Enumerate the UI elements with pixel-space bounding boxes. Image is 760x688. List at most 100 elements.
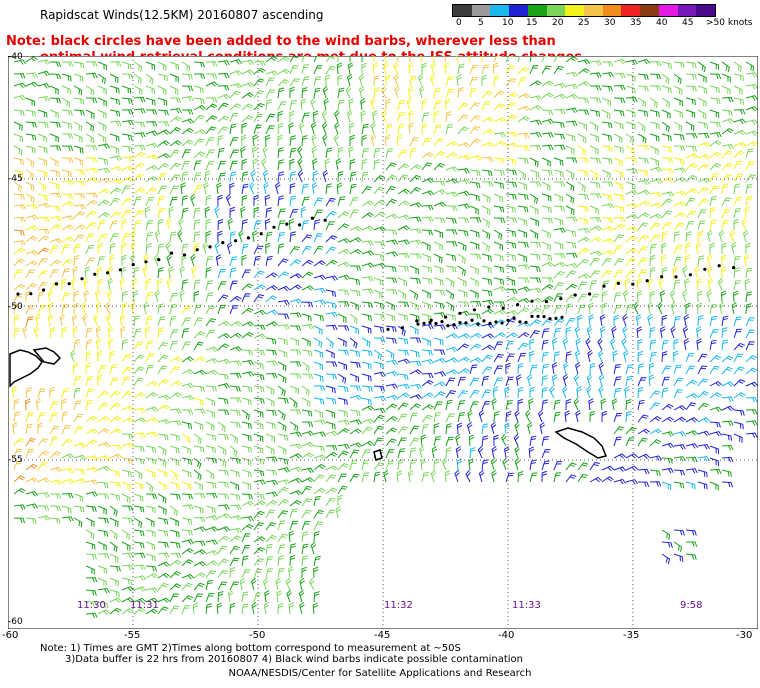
wind-barb — [241, 409, 250, 421]
wind-barb — [277, 337, 288, 346]
contamination-circle — [482, 319, 486, 323]
wind-barb — [709, 85, 721, 94]
wind-barb — [121, 607, 134, 615]
wind-barb — [517, 307, 530, 315]
wind-barb — [217, 218, 224, 231]
wind-barb — [181, 305, 192, 315]
wind-barb — [25, 477, 39, 483]
wind-barb — [625, 398, 632, 411]
wind-barb — [297, 157, 303, 171]
wind-barb — [733, 353, 744, 363]
wind-barb — [397, 349, 409, 356]
wind-barb — [181, 139, 194, 147]
wind-barb — [13, 475, 26, 483]
wind-barb — [661, 210, 673, 219]
wind-barb — [661, 198, 673, 207]
wind-barb — [205, 469, 215, 480]
wind-barb — [685, 481, 696, 490]
wind-barb — [229, 332, 242, 339]
wind-barb — [731, 302, 738, 315]
wind-barb — [121, 119, 134, 126]
wind-barb — [457, 253, 467, 264]
wind-barb — [445, 217, 457, 224]
wind-barb — [361, 440, 374, 447]
wind-barb — [721, 396, 734, 402]
wind-barb — [277, 159, 284, 171]
wind-barb — [313, 397, 325, 405]
wind-barb — [564, 410, 570, 423]
wind-barb — [709, 140, 722, 147]
wind-barb — [599, 326, 606, 339]
wind-barb — [61, 468, 74, 474]
wind-barb — [469, 265, 479, 275]
wind-barb — [457, 126, 469, 135]
wind-barb — [193, 516, 206, 523]
wind-barb — [181, 394, 195, 401]
wind-barb — [541, 157, 551, 167]
wind-barb — [565, 157, 578, 163]
wind-barb — [421, 423, 429, 435]
legend-swatch — [696, 5, 716, 16]
contamination-circle — [400, 326, 404, 330]
wind-barb — [289, 349, 302, 355]
wind-barb — [433, 100, 442, 111]
wind-barb — [229, 103, 242, 111]
wind-barb — [613, 169, 624, 178]
wind-barb — [313, 555, 321, 567]
wind-barb — [169, 231, 177, 243]
wind-barb — [621, 337, 627, 351]
wind-barb — [265, 321, 279, 327]
wind-barb — [289, 443, 302, 450]
wind-barb — [697, 443, 710, 450]
wind-barb — [252, 134, 258, 147]
wind-barb — [154, 229, 161, 243]
wind-barb — [13, 73, 26, 79]
wind-barb — [661, 351, 668, 363]
wind-barb — [421, 253, 432, 263]
wind-barb — [553, 270, 566, 279]
wind-barb — [673, 73, 682, 85]
wind-barb — [649, 145, 659, 155]
wind-barb — [469, 289, 479, 299]
wind-barb — [265, 543, 273, 555]
legend-label: 20 — [552, 18, 564, 28]
wind-barb — [625, 257, 636, 267]
wind-barb — [193, 85, 204, 94]
wind-barb — [109, 350, 115, 363]
wind-barb — [73, 73, 84, 82]
wind-barb — [709, 61, 720, 71]
wind-barb — [649, 133, 660, 142]
wind-barb — [517, 157, 529, 164]
wind-barb — [25, 169, 35, 180]
wind-barb — [277, 122, 284, 135]
wind-barb — [421, 229, 434, 236]
wind-barb — [109, 505, 118, 517]
wind-barb — [661, 109, 671, 119]
wind-barb — [457, 343, 470, 351]
wind-barb — [397, 459, 404, 471]
wind-barb — [505, 205, 516, 214]
wind-barb — [277, 285, 291, 292]
wind-barb — [649, 157, 660, 167]
wind-barb — [181, 127, 194, 135]
wind-barb — [37, 257, 48, 267]
wind-barb — [13, 240, 26, 246]
wind-barb — [217, 281, 227, 291]
wind-barb — [217, 172, 226, 183]
wind-barb — [217, 115, 230, 123]
wind-barb — [445, 191, 458, 198]
wind-barb — [457, 376, 466, 387]
wind-barb — [253, 220, 262, 231]
wind-barb — [265, 385, 275, 396]
wind-barb — [718, 301, 725, 315]
wind-barb — [289, 99, 297, 111]
wind-barb — [697, 455, 710, 462]
wind-barb — [301, 87, 308, 99]
wind-barb — [468, 458, 474, 471]
wind-barb — [49, 386, 55, 399]
wind-barb — [613, 412, 622, 423]
wind-barb — [623, 349, 629, 363]
wind-barb — [349, 313, 358, 325]
wind-barb — [109, 541, 118, 553]
wind-barb — [145, 505, 156, 514]
